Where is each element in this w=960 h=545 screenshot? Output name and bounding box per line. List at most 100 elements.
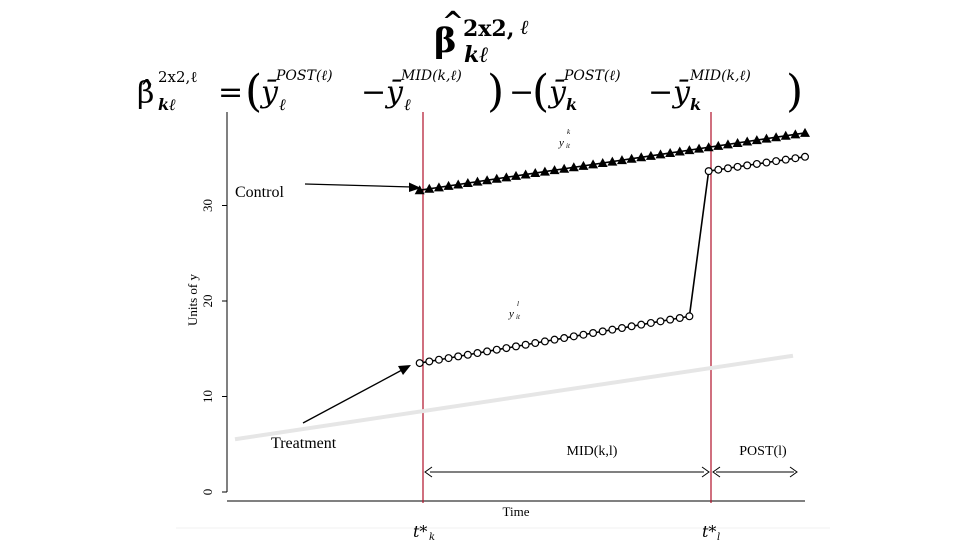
series-l-point <box>743 161 752 170</box>
series-k-point <box>443 180 454 190</box>
formula-minus-3: − <box>648 75 673 110</box>
series-k-point <box>424 183 435 193</box>
series-k-point <box>616 155 627 165</box>
series-k-point <box>472 176 483 186</box>
formula-lhs-sup: 2x2,ℓ <box>158 68 198 86</box>
series-l-point <box>434 355 443 364</box>
series-k-point <box>549 165 560 175</box>
formula-ybar-2: ȳ <box>384 75 404 110</box>
title-hat: ^ <box>442 7 464 37</box>
series-k-point <box>530 168 541 178</box>
series-label-l: y l it <box>508 300 521 321</box>
series-l-point <box>723 164 732 173</box>
series-l-point <box>704 167 713 176</box>
series-k-point <box>703 142 714 152</box>
series-l-point <box>772 157 781 166</box>
post-span-arrow-right <box>789 466 798 478</box>
chart: 0 10 20 30 Units of y Time y k it y l it Co… <box>176 112 830 543</box>
series-k <box>414 127 810 195</box>
series-l-point <box>560 334 569 343</box>
series-l-point <box>656 317 665 326</box>
formula-g2-post-sup: POST(ℓ) <box>563 68 621 84</box>
mid-span-arrow-right <box>701 466 710 478</box>
series-label-k-sup: k <box>567 128 571 136</box>
formula-g1-mid-sub: ℓ <box>404 95 411 114</box>
series-l-point <box>598 327 607 336</box>
tl-label: t* l <box>702 522 720 543</box>
series-k-point <box>713 140 724 150</box>
series-k-point <box>722 139 733 149</box>
series-k-point <box>790 129 801 139</box>
post-span-arrow-left <box>712 466 721 478</box>
tk-label-base: t* <box>413 522 427 540</box>
y-tick-label: 0 <box>200 489 215 496</box>
baseline-trend-line <box>234 353 794 442</box>
tl-label-base: t* <box>702 522 716 540</box>
series-k-point <box>433 182 444 192</box>
formula-rparen-2: ) <box>786 66 803 117</box>
series-label-k-sub: it <box>566 142 571 150</box>
formula-lparen-1: ( <box>245 66 262 117</box>
series-k-point <box>482 175 493 185</box>
series-k-point <box>742 136 753 146</box>
slide-title: β ^ 2x2, ℓ kℓ <box>434 7 529 68</box>
series-l-point <box>483 347 492 356</box>
series-label-l-sup: l <box>517 300 519 308</box>
series-l-point <box>608 325 617 334</box>
series-k-point <box>491 173 502 183</box>
formula-g1-post-sub: ℓ <box>279 95 286 114</box>
series-k-point <box>751 135 762 145</box>
formula: β̂ 2x2,ℓ kℓ = ( ȳ POST(ℓ) ℓ − ȳ MID(k,ℓ)… <box>137 66 803 117</box>
series-l-line <box>419 156 806 364</box>
series-l-point <box>425 357 434 366</box>
formula-lparen-2: ( <box>532 66 549 117</box>
series-l-point <box>492 345 501 354</box>
series-k-point <box>674 146 685 156</box>
series-l-point <box>714 165 723 174</box>
formula-minus-2: − <box>509 75 534 110</box>
treatment-annotation: Treatment <box>271 435 337 452</box>
series-l-point <box>550 335 559 344</box>
series-k-point <box>684 145 695 155</box>
formula-g2-mid-sub: k <box>690 95 701 114</box>
series-l-point <box>617 324 626 333</box>
series-k-point <box>414 185 425 195</box>
formula-ybar-3: ȳ <box>547 75 567 110</box>
formula-equals: = <box>218 75 243 110</box>
formula-lhs-beta: β̂ <box>137 76 154 111</box>
series-k-point <box>636 152 647 162</box>
series-k-point <box>568 162 579 172</box>
tk-label: t* k <box>413 522 435 543</box>
mid-span-arrow-left <box>424 466 433 478</box>
series-l-point <box>752 159 761 168</box>
series-l-point <box>454 352 463 361</box>
formula-lhs-sub: kℓ <box>158 95 176 114</box>
y-tick-label: 30 <box>200 199 215 212</box>
series-l-point <box>521 340 530 349</box>
title-beta: β <box>434 21 457 61</box>
y-axis-label: Units of y <box>185 274 200 327</box>
series-l-point <box>627 322 636 331</box>
formula-ybar-4: ȳ <box>671 75 691 110</box>
y-tick-label: 10 <box>200 390 215 403</box>
series-label-k: y k it <box>558 128 571 150</box>
formula-g2-mid-sup: MID(k,ℓ) <box>689 68 751 84</box>
formula-g1-mid-sup: MID(k,ℓ) <box>400 68 462 84</box>
control-arrow-head <box>409 182 421 192</box>
series-k-point <box>645 150 656 160</box>
series-k-point <box>626 153 637 163</box>
formula-g1-post-sup: POST(ℓ) <box>275 68 333 84</box>
series-k-point <box>761 133 772 143</box>
series-k-point <box>732 137 743 147</box>
series-l-point <box>415 359 424 368</box>
y-tick-label: 20 <box>200 295 215 308</box>
series-k-point <box>511 170 521 180</box>
treatment-arrow-line <box>302 369 403 424</box>
post-span-label: POST(l) <box>739 444 787 459</box>
series-l-point <box>685 312 694 321</box>
series-l-point <box>511 342 520 351</box>
series-k-point <box>597 158 608 168</box>
series-label-l-sub: it <box>516 313 521 321</box>
